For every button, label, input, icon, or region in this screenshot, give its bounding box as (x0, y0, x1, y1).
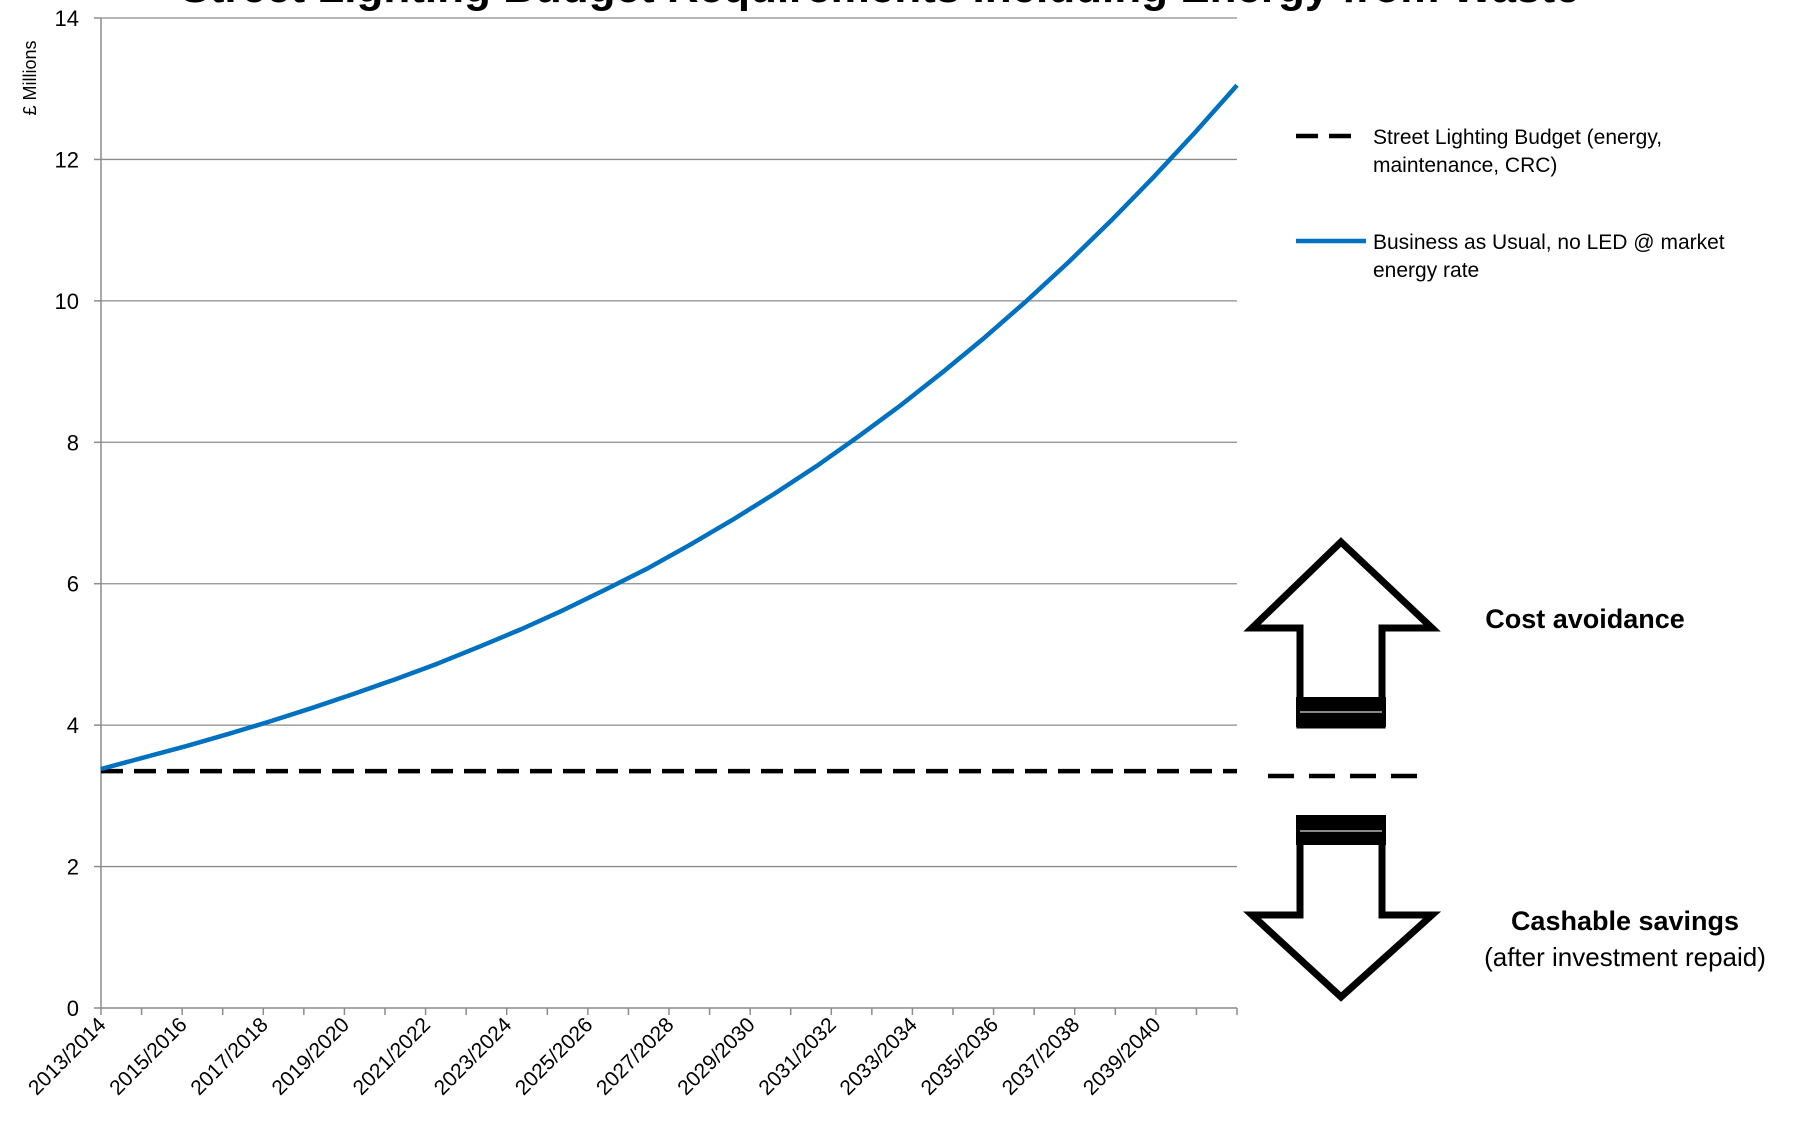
x-tick-label: 2039/2040 (1079, 1013, 1165, 1099)
y-tick-label: 8 (67, 430, 79, 455)
legend: Street Lighting Budget (energy, maintenan… (1296, 126, 1725, 282)
x-tick-label: 2035/2036 (917, 1013, 1003, 1099)
y-tick-label: 2 (67, 855, 79, 880)
x-tick-label: 2017/2018 (186, 1013, 272, 1099)
x-tick-label: 2027/2028 (592, 1013, 678, 1099)
y-tick-label: 14 (55, 6, 79, 31)
x-tick-label: 2037/2038 (998, 1013, 1084, 1099)
x-tick-label: 2033/2034 (835, 1013, 922, 1100)
x-tick-label: 2013/2014 (24, 1013, 111, 1100)
x-tick-label: 2015/2016 (105, 1013, 191, 1099)
y-axis-label: £ Millions (20, 40, 40, 115)
cashable-savings-note: (after investment repaid) (1484, 942, 1766, 972)
cashable-savings-label: Cashable savings (1511, 906, 1739, 936)
x-tick-label: 2021/2022 (349, 1013, 435, 1099)
x-tick-label: 2023/2024 (430, 1013, 517, 1100)
x-tick-label: 2031/2032 (754, 1013, 840, 1099)
annotation-arrows (1243, 537, 1442, 1002)
y-tick-label: 6 (67, 572, 79, 597)
series-lines (100, 83, 1239, 774)
y-tick-labels: 0 2 4 6 8 10 12 14 (55, 6, 79, 1021)
y-tick-label: 12 (55, 147, 79, 172)
x-tick-label: 2029/2030 (673, 1013, 759, 1099)
y-tick-label: 4 (67, 713, 79, 738)
legend-label-budget: Street Lighting Budget (energy, maintenan… (1373, 126, 1662, 177)
y-tick-label: 0 (67, 996, 79, 1021)
grid-lines (101, 17, 1237, 868)
chart-title: Street Lighting Budget Requirements Incl… (180, 0, 1579, 12)
legend-label-bau: Business as Usual, no LED @ market energy… (1373, 231, 1725, 282)
cashable-savings-arrow (1243, 816, 1442, 1002)
y-tick-label: 10 (55, 289, 79, 314)
axes (94, 17, 1238, 1015)
x-tick-label: 2019/2020 (267, 1013, 353, 1099)
cost-avoidance-label: Cost avoidance (1485, 604, 1685, 634)
x-tick-label: 2025/2026 (511, 1013, 597, 1099)
x-tick-labels: 2013/20142015/20162017/20182019/20202021… (24, 1013, 1165, 1100)
series-line-business-as-usual (100, 83, 1239, 772)
